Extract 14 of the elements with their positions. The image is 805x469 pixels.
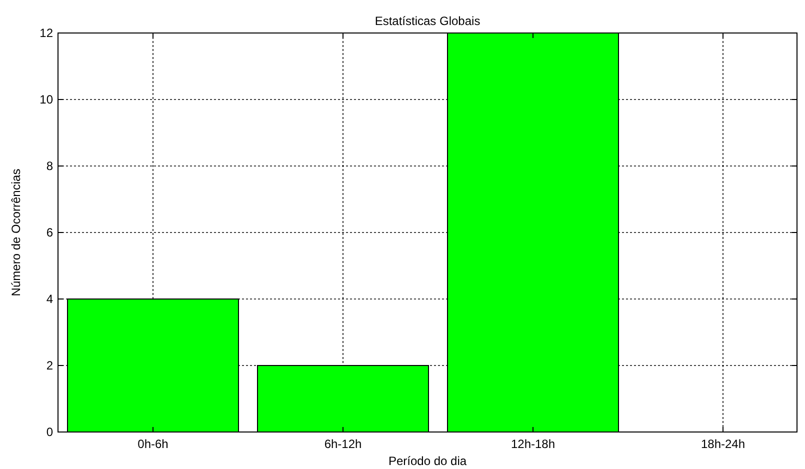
- x-tick-label: 6h-12h: [324, 437, 362, 451]
- y-tick-label: 0: [46, 425, 54, 440]
- y-axis-title: Número de Ocorrências: [9, 168, 23, 296]
- chart-title: Estatísticas Globais: [374, 14, 480, 28]
- y-tick-label: 6: [46, 226, 54, 240]
- x-tick-label: 18h-24h: [700, 437, 746, 451]
- y-tick-label: 4: [46, 292, 54, 306]
- x-axis-title: Período do dia: [388, 454, 467, 468]
- x-tick-label: 12h-18h: [510, 437, 556, 451]
- y-tick-label: 12: [40, 26, 54, 40]
- x-tick-label: 0h-6h: [138, 437, 168, 451]
- y-tick-label: 10: [40, 92, 54, 107]
- y-tick-label: 8: [46, 159, 54, 174]
- y-tick-label: 2: [46, 358, 54, 373]
